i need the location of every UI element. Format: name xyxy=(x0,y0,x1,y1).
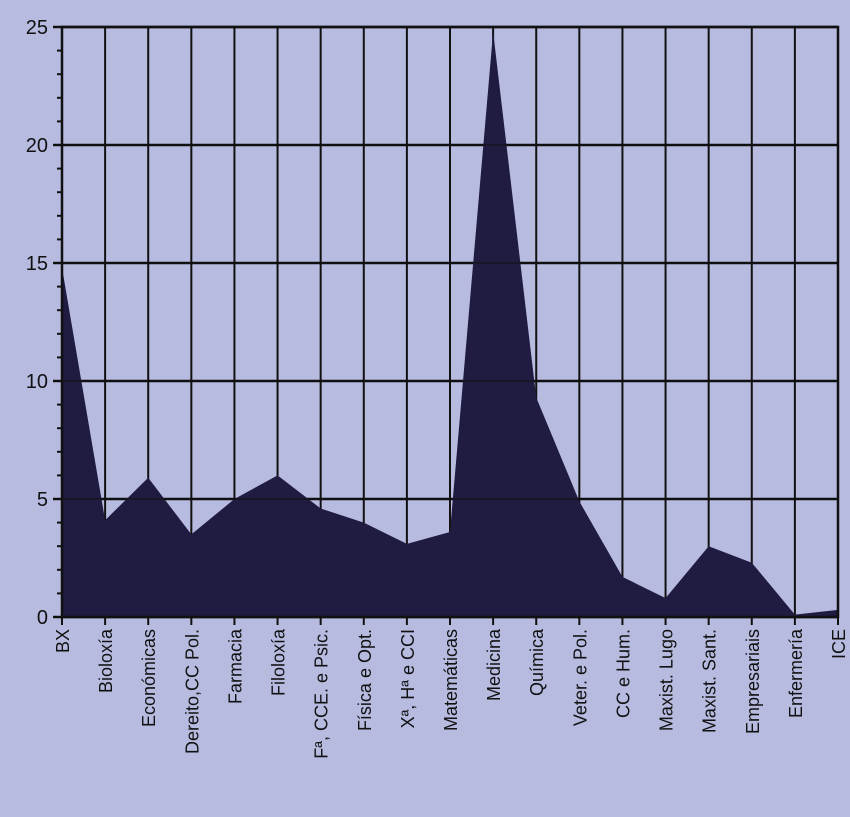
y-tick-label: 0 xyxy=(37,607,48,629)
x-tick-label: Farmacia xyxy=(225,628,245,704)
x-tick-labels: BX Bioloxía Económicas Dereito,CC Pol. Farma… xyxy=(53,628,849,759)
x-tick-label: Maxist. Lugo xyxy=(657,629,677,731)
x-tick-label: Económicas xyxy=(139,629,159,727)
x-tick-label: Química xyxy=(527,628,547,696)
x-tick-label: BX xyxy=(53,629,73,653)
y-tick-label: 20 xyxy=(26,135,48,157)
x-tick-label: Bioloxía xyxy=(96,628,116,693)
x-tick-label: Maxist. Sant. xyxy=(700,629,720,733)
x-tick-label: Empresariais xyxy=(743,629,763,734)
x-tick-label: Filoloxía xyxy=(269,628,289,696)
y-tick-label: 15 xyxy=(26,253,48,275)
x-tick-label: Matemáticas xyxy=(441,629,461,731)
x-tick-label: ICE xyxy=(829,629,849,659)
y-tick-label: 25 xyxy=(26,17,48,39)
x-tick-label: Física e Opt. xyxy=(355,629,375,731)
x-tick-label: CC e Hum. xyxy=(613,629,633,718)
x-tick-label: Xª, Hª e CCI xyxy=(398,629,418,728)
x-tick-label: Medicina xyxy=(484,628,504,701)
x-tick-label: Fª, CCE. e Psic. xyxy=(312,629,332,759)
y-tick-label: 10 xyxy=(26,371,48,393)
y-tick-label: 5 xyxy=(37,489,48,511)
x-tick-label: Veter. e Pol. xyxy=(570,629,590,726)
x-tick-label: Dereito,CC Pol. xyxy=(182,629,202,754)
y-tick-labels: 0 5 10 15 20 25 xyxy=(26,17,48,629)
x-tick-label: Enfermería xyxy=(786,628,806,718)
